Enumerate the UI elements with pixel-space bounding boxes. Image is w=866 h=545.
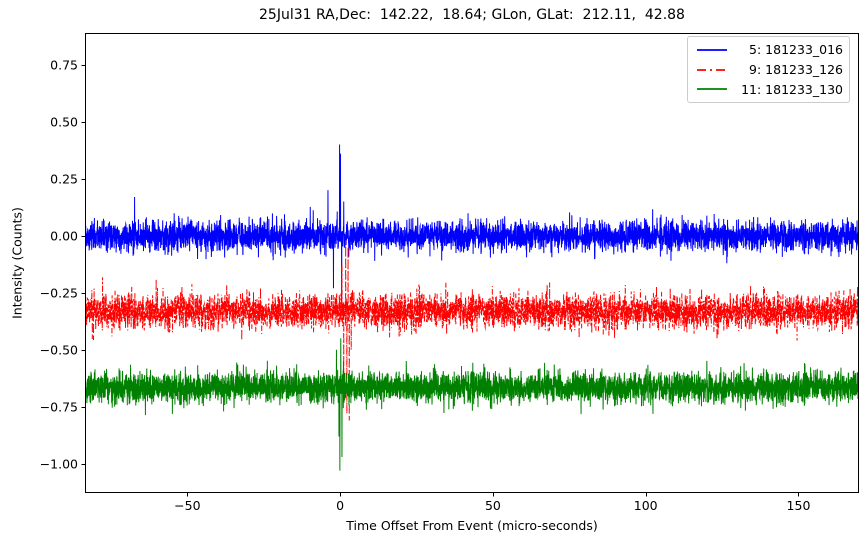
y-tick-label: −0.50 — [39, 342, 78, 358]
legend-label: 11: 181233_130 — [741, 81, 843, 97]
blue-solid-line-sample — [697, 48, 727, 51]
legend-entry: 11: 181233_130 — [696, 79, 843, 99]
y-tick-label: 0.25 — [50, 171, 78, 187]
legend: 5: 181233_016 9: 181233_126 11: 181233_1… — [687, 36, 850, 103]
legend-entry: 5: 181233_016 — [696, 40, 843, 60]
x-tick-label: 0 — [336, 498, 345, 513]
y-tick-label: 0.50 — [50, 114, 78, 130]
x-axis-label: Time Offset From Event (micro-seconds) — [346, 518, 598, 533]
y-tick-label: −0.75 — [39, 399, 78, 415]
legend-label: 5: 181233_016 — [745, 42, 843, 58]
green-solid-line-sample — [697, 88, 727, 91]
y-tick-label: 0.00 — [50, 228, 78, 244]
legend-entry: 9: 181233_126 — [696, 60, 843, 80]
red-dashdot-line-sample — [697, 68, 727, 71]
y-tick-label: −0.25 — [39, 285, 78, 301]
y-tick-label: 0.75 — [50, 57, 78, 73]
y-axis-label: Intensity (Counts) — [9, 207, 25, 319]
chart-title: 25Jul31 RA,Dec: 142.22, 18.64; GLon, GLa… — [259, 7, 685, 23]
x-tick-label: 100 — [633, 498, 658, 513]
x-tick-label: 50 — [484, 498, 501, 513]
x-tick-label: −50 — [174, 498, 201, 513]
legend-label: 9: 181233_126 — [745, 62, 843, 77]
y-tick-label: −1.00 — [39, 456, 78, 472]
x-tick-label: 150 — [786, 498, 811, 513]
